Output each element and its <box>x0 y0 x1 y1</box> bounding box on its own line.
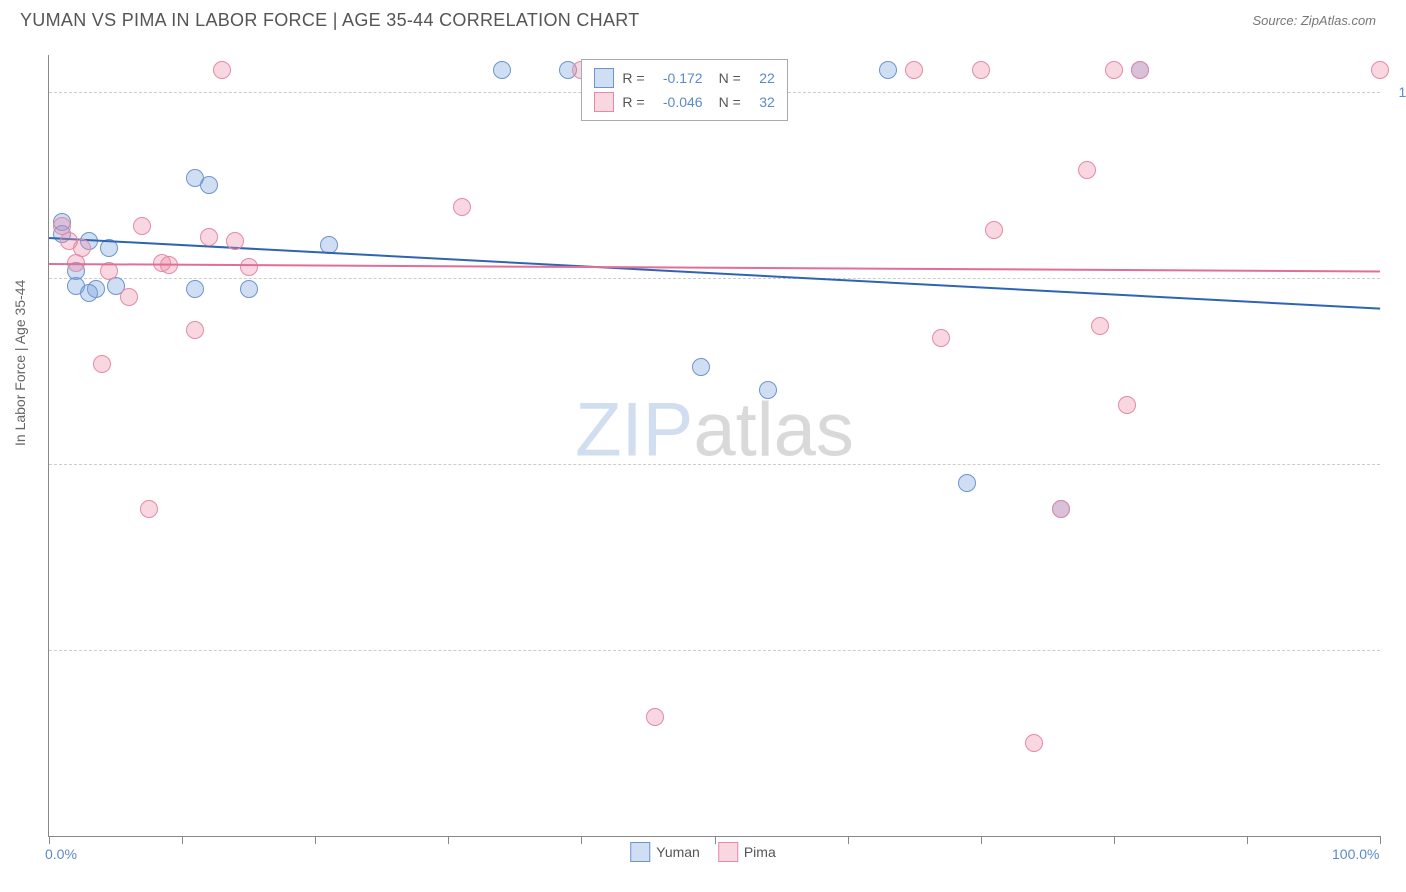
data-point <box>1052 500 1070 518</box>
legend-item: Yuman <box>630 842 700 862</box>
data-point <box>879 61 897 79</box>
data-point <box>80 284 98 302</box>
data-point <box>985 221 1003 239</box>
legend-row: R = -0.172 N = 22 <box>594 66 774 90</box>
data-point <box>73 239 91 257</box>
legend-r-label: R = <box>622 70 644 86</box>
series-legend: Yuman Pima <box>630 842 776 862</box>
legend-swatch <box>594 68 614 88</box>
x-tick <box>315 836 316 844</box>
data-point <box>1091 317 1109 335</box>
data-point <box>646 708 664 726</box>
x-tick-label: 100.0% <box>1332 846 1379 862</box>
data-point <box>1105 61 1123 79</box>
data-point <box>692 358 710 376</box>
x-tick <box>848 836 849 844</box>
legend-label: Yuman <box>656 844 700 860</box>
legend-n-value: 22 <box>749 70 775 86</box>
data-point <box>453 198 471 216</box>
x-tick <box>1247 836 1248 844</box>
data-point <box>932 329 950 347</box>
x-tick-label: 0.0% <box>45 846 77 862</box>
data-point <box>213 61 231 79</box>
data-point <box>1025 734 1043 752</box>
data-point <box>1078 161 1096 179</box>
data-point <box>1118 396 1136 414</box>
data-point <box>493 61 511 79</box>
data-point <box>140 500 158 518</box>
data-point <box>759 381 777 399</box>
x-tick <box>448 836 449 844</box>
data-point <box>200 176 218 194</box>
x-tick <box>1114 836 1115 844</box>
x-tick <box>1380 836 1381 844</box>
data-point <box>186 321 204 339</box>
legend-swatch <box>718 842 738 862</box>
legend-r-value: -0.172 <box>653 70 703 86</box>
data-point <box>186 280 204 298</box>
x-tick <box>581 836 582 844</box>
legend-n-label: N = <box>719 70 741 86</box>
data-point <box>240 280 258 298</box>
gridline-h <box>49 278 1380 279</box>
source-attribution: Source: ZipAtlas.com <box>1252 13 1376 28</box>
legend-r-label: R = <box>622 94 644 110</box>
data-point <box>1131 61 1149 79</box>
data-point <box>120 288 138 306</box>
legend-row: R = -0.046 N = 32 <box>594 90 774 114</box>
x-tick <box>49 836 50 844</box>
correlation-legend: R = -0.172 N = 22 R = -0.046 N = 32 <box>581 59 787 121</box>
data-point <box>972 61 990 79</box>
data-point <box>226 232 244 250</box>
data-point <box>905 61 923 79</box>
data-point <box>958 474 976 492</box>
x-tick <box>182 836 183 844</box>
y-axis-label: In Labor Force | Age 35-44 <box>12 280 28 446</box>
data-point <box>133 217 151 235</box>
y-tick-label: 100.0% <box>1399 84 1406 100</box>
legend-r-value: -0.046 <box>653 94 703 110</box>
gridline-h <box>49 464 1380 465</box>
chart-plot-area: ZIPatlas 25.0%50.0%75.0%100.0%0.0%100.0%… <box>48 55 1380 837</box>
watermark: ZIPatlas <box>575 386 854 473</box>
legend-n-value: 32 <box>749 94 775 110</box>
gridline-h <box>49 650 1380 651</box>
legend-item: Pima <box>718 842 776 862</box>
legend-n-label: N = <box>719 94 741 110</box>
data-point <box>240 258 258 276</box>
data-point <box>200 228 218 246</box>
data-point <box>1371 61 1389 79</box>
legend-swatch <box>594 92 614 112</box>
x-tick <box>981 836 982 844</box>
legend-swatch <box>630 842 650 862</box>
legend-label: Pima <box>744 844 776 860</box>
data-point <box>93 355 111 373</box>
chart-title: YUMAN VS PIMA IN LABOR FORCE | AGE 35-44… <box>20 10 640 31</box>
